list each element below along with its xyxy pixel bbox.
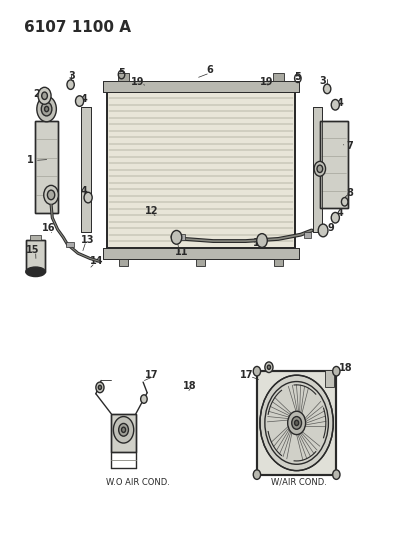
Circle shape (287, 411, 305, 434)
Circle shape (42, 92, 47, 100)
Bar (30, 235, 41, 240)
Text: 1: 1 (27, 156, 34, 165)
Circle shape (118, 423, 128, 436)
Bar (35, 120, 58, 214)
Bar (319, 120, 347, 208)
Text: 4: 4 (80, 185, 87, 196)
Circle shape (41, 102, 52, 116)
Text: 4: 4 (80, 94, 87, 104)
Text: 11: 11 (174, 247, 188, 257)
Circle shape (259, 375, 333, 471)
Bar (256, 371, 335, 474)
Circle shape (37, 96, 56, 122)
Text: 2: 2 (33, 89, 40, 99)
Circle shape (84, 192, 92, 203)
Text: 16: 16 (41, 223, 55, 233)
Circle shape (140, 395, 147, 403)
Text: W.O AIR COND.: W.O AIR COND. (106, 478, 169, 487)
Circle shape (75, 96, 83, 107)
Ellipse shape (26, 267, 45, 277)
Bar (312, 108, 321, 232)
Circle shape (264, 362, 272, 373)
Text: 3: 3 (318, 76, 325, 86)
Circle shape (323, 84, 330, 94)
Circle shape (47, 190, 54, 200)
Text: 15: 15 (26, 245, 40, 255)
Circle shape (330, 100, 339, 110)
Text: W/AIR COND.: W/AIR COND. (270, 478, 326, 487)
Text: 17: 17 (239, 370, 253, 380)
Circle shape (113, 417, 133, 443)
Text: 12: 12 (144, 206, 157, 216)
Circle shape (121, 427, 125, 432)
Bar (107, 92, 294, 248)
Text: 19: 19 (131, 77, 144, 87)
Text: 10: 10 (253, 238, 266, 248)
Bar (103, 81, 298, 92)
Bar (118, 74, 128, 81)
Text: 19: 19 (260, 77, 273, 87)
Circle shape (256, 233, 267, 247)
Bar (26, 240, 45, 272)
Bar (324, 370, 333, 387)
Circle shape (341, 198, 347, 206)
Circle shape (98, 385, 101, 390)
Bar (65, 242, 74, 247)
Circle shape (44, 185, 58, 205)
Text: 18: 18 (182, 381, 196, 391)
Text: 14: 14 (90, 256, 103, 266)
Circle shape (67, 80, 74, 90)
Circle shape (294, 420, 298, 425)
Circle shape (45, 107, 49, 112)
Text: 3: 3 (68, 70, 74, 80)
Bar (111, 414, 135, 452)
Circle shape (96, 382, 104, 393)
Bar (81, 108, 91, 232)
Text: 7: 7 (345, 141, 352, 151)
Text: 4: 4 (336, 208, 343, 219)
Bar (303, 231, 310, 238)
Bar (196, 259, 205, 266)
Circle shape (267, 365, 270, 369)
Circle shape (332, 470, 339, 479)
Circle shape (171, 230, 181, 244)
Text: 5: 5 (118, 68, 125, 78)
Bar (111, 414, 135, 452)
Bar (272, 74, 283, 81)
Bar (103, 248, 298, 259)
Bar (312, 108, 321, 232)
Bar (319, 120, 347, 208)
Text: 6: 6 (206, 66, 213, 75)
Circle shape (253, 470, 260, 479)
Text: 5: 5 (294, 72, 301, 82)
Circle shape (38, 87, 51, 104)
Text: 18: 18 (338, 364, 351, 373)
Bar (256, 371, 335, 474)
Bar (119, 259, 128, 266)
Circle shape (291, 417, 301, 429)
Circle shape (253, 367, 260, 376)
Bar (177, 233, 184, 240)
Text: 13: 13 (81, 235, 94, 245)
Text: 6107 1100 A: 6107 1100 A (24, 20, 130, 35)
Text: 17: 17 (144, 370, 157, 380)
Circle shape (330, 213, 339, 223)
Text: 4: 4 (336, 98, 343, 108)
Bar (103, 81, 298, 92)
Circle shape (313, 161, 325, 176)
Circle shape (316, 165, 322, 173)
Circle shape (317, 224, 327, 237)
Bar (26, 240, 45, 272)
Bar (103, 248, 298, 259)
Bar (81, 108, 91, 232)
Text: 9: 9 (326, 223, 333, 233)
Bar (273, 259, 282, 266)
Text: 8: 8 (345, 188, 352, 198)
Bar (107, 92, 294, 248)
Circle shape (332, 367, 339, 376)
Bar (35, 120, 58, 214)
